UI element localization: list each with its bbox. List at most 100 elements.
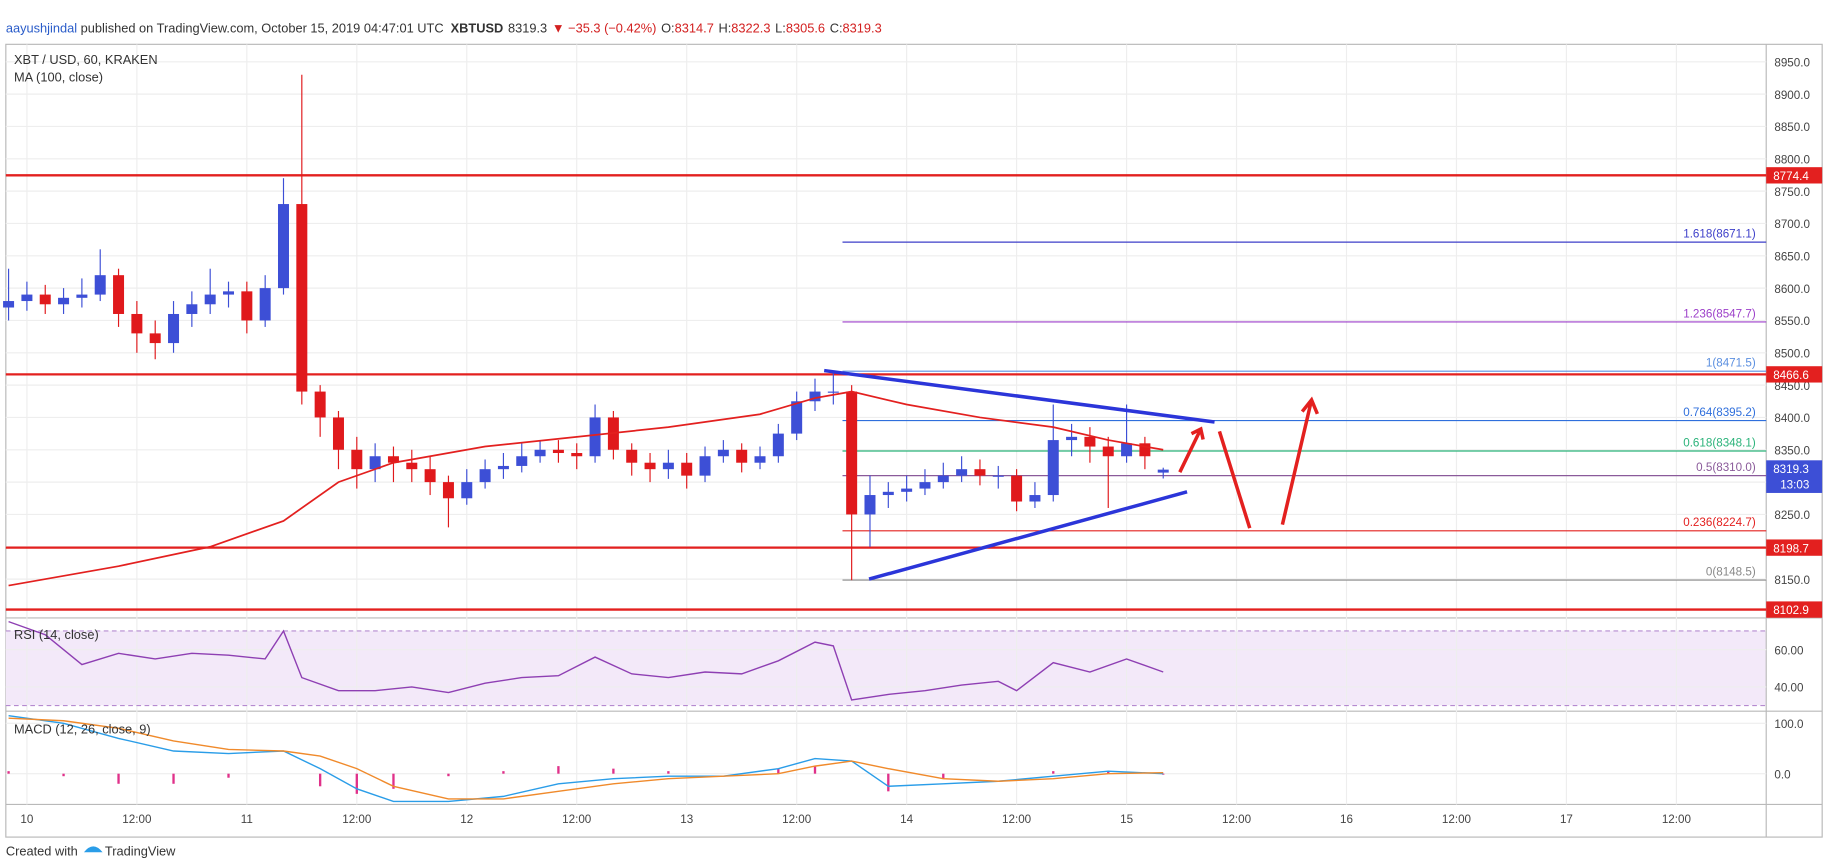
x-tick-label: 12 [460,813,473,826]
last-price-box [1766,460,1823,493]
candle-body [1157,469,1169,473]
footer-brand: TradingView [105,844,176,859]
macd-hist-bar [887,773,890,792]
candle-body [846,391,858,515]
candle-body [699,456,711,476]
header: aayushjindal published on TradingView.co… [6,21,882,36]
y-tick-label: 8550.0 [1774,315,1810,328]
y-tick-label: 40.00 [1774,682,1804,695]
macd-hist-bar [1052,771,1055,774]
candle-body [76,294,88,298]
candle-body [589,417,601,457]
candle-body [516,456,528,466]
level-label-box [1766,167,1823,184]
candle-body [39,294,51,305]
macd-hist-bar [777,768,780,774]
x-tick-label: 12:00 [1442,813,1472,826]
candle-body [974,469,986,476]
fib-label: 0.764(8395.2) [1683,406,1756,419]
countdown: 13:03 [1780,478,1809,491]
macd-hist-bar [227,773,230,778]
arrow [1178,426,1205,473]
level-label-box [1766,366,1823,383]
x-tick-label: 11 [241,813,253,826]
candle-body [351,449,363,470]
ma-legend: MA (100, close) [14,70,103,85]
trendline [823,368,1215,424]
fib-label: 1.236(8547.7) [1683,307,1756,320]
y-tick-label: 8150.0 [1774,574,1810,587]
y-tick-label: 8700.0 [1774,218,1810,231]
candle-body [626,449,638,463]
x-tick-label: 15 [1120,813,1133,826]
candle-body [1139,443,1151,457]
candle-body [461,482,473,499]
candle-body [1047,440,1059,496]
macd-hist-bar [1162,773,1165,775]
last-price: 8319.3 [1773,463,1809,476]
fib-label: 0.618(8348.1) [1683,436,1756,449]
macd-hist-bar [117,773,120,784]
candle-body [571,453,583,457]
candle-body [717,449,729,457]
footer-created: Created with [6,844,78,859]
candle-body [1121,443,1133,457]
macd-hist-bar [318,773,322,787]
candle-body [204,294,216,305]
candle-body [131,313,143,334]
y-tick-label: 8250.0 [1774,509,1810,522]
candle-body [864,495,876,515]
y-tick-label: 8450.0 [1774,380,1810,393]
rsi-band [5,630,1767,706]
candle-body [58,297,70,305]
h: 8322.3 [731,21,770,36]
candle-body [992,475,1004,477]
candle-body [241,291,253,321]
signal-line [8,717,1164,800]
macd-line [8,715,1164,803]
x-tick-label: 14 [900,813,913,826]
x-tick-label: 12:00 [562,813,592,826]
candle-body [3,301,15,308]
arrows [1178,396,1319,529]
symbol: XBTUSD [451,21,504,36]
o: 8314.7 [675,21,714,36]
macd-hist-bar [1107,771,1110,774]
candle-body [1011,475,1023,502]
candle-body [259,288,271,321]
x-tick-label: 12:00 [122,813,152,826]
candle-body [277,204,289,289]
x-tick-label: 10 [20,813,33,826]
candle-body [1066,436,1078,441]
candle-body [919,482,931,489]
macd-hist-bar [612,768,615,774]
candle-body [791,401,803,434]
y-tick-label: 100.0 [1774,718,1804,731]
candle-body [387,456,399,463]
x-tick-label: 12:00 [1222,813,1252,826]
candle-body [168,313,180,344]
candle-body [406,462,418,470]
change: ▼ −35.3 (−0.42%) [552,21,657,36]
candle-body [882,491,894,496]
candle-body [296,204,308,392]
candle-body [552,449,564,454]
macd-hist-bar [813,766,817,774]
c: 8319.3 [843,21,882,36]
level-label: 8102.9 [1773,604,1809,617]
candle-body [369,456,381,470]
candle-body [827,391,839,393]
candle-body [754,456,766,463]
fib-label: 1.618(8671.1) [1683,227,1756,240]
x-tick-label: 12:00 [1662,813,1692,826]
plot: 10 12:00 11 12:00 12 12:00 13 12:00 14 12:00 15 12:… [3,56,1823,826]
author: aayushjindal [6,21,77,36]
candle-body [21,294,33,302]
rsi-title: RSI (14, close) [14,627,99,642]
x-tick-label: 13 [680,813,693,826]
candle-body [681,462,693,476]
macd-hist-bar [667,771,670,774]
fib-label: 0.236(8224.7) [1683,516,1756,529]
trendline [868,490,1188,581]
